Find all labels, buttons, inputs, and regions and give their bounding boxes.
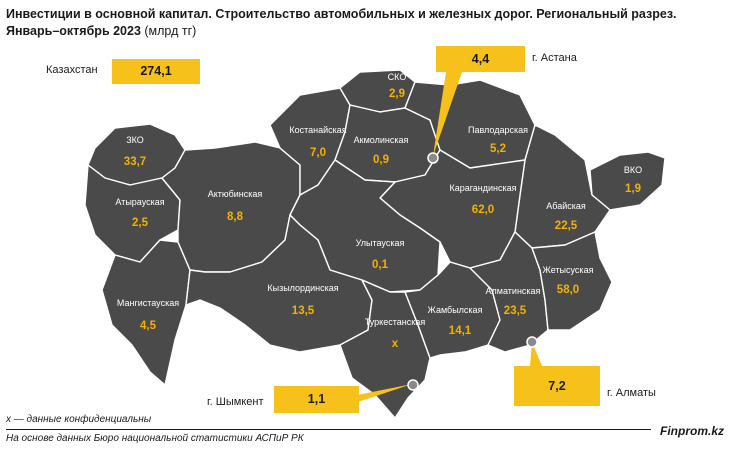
footer-divider — [6, 429, 651, 430]
label-name-kostanay: Костанайская — [289, 125, 346, 135]
label-value-zhetysu: 58,0 — [557, 284, 579, 296]
label-value-mangystau: 4,5 — [140, 320, 157, 332]
label-value-aktobe: 8,8 — [227, 211, 244, 223]
almaty-value-box: 7,2 — [514, 366, 600, 406]
label-value-sko: 2,9 — [389, 88, 405, 100]
astana-marker[interactable] — [427, 152, 439, 164]
title-main: Инвестиции в основной капитал. Строитель… — [6, 7, 677, 38]
almaty-marker[interactable] — [526, 336, 538, 348]
total-label: Казахстан — [46, 64, 98, 76]
almaty-pointer — [530, 342, 542, 366]
region-atyrau[interactable] — [84, 164, 181, 263]
label-name-ulytau: Улытауская — [356, 238, 405, 248]
label-name-aktobe: Актюбинская — [208, 189, 263, 199]
label-name-kyzylorda: Кызылординская — [267, 283, 338, 293]
shymkent-pointer — [352, 384, 412, 404]
title-unit: (млрд тг) — [140, 24, 197, 38]
region-vko[interactable] — [589, 151, 666, 211]
shymkent-marker[interactable] — [407, 379, 419, 391]
label-name-karaganda: Карагандинская — [449, 183, 516, 193]
label-name-turkestan: Туркестанская — [365, 317, 426, 327]
label-value-karaganda: 62,0 — [472, 204, 494, 216]
label-value-vko: 1,9 — [625, 183, 641, 195]
confidential-footnote: x — данные конфиденциальны — [6, 414, 152, 425]
label-value-kyzylorda: 13,5 — [292, 305, 315, 317]
label-name-zhambyl: Жамбылская — [428, 305, 483, 315]
label-value-abai: 22,5 — [555, 220, 578, 232]
label-value-akmola: 0,9 — [373, 154, 389, 166]
label-value-zhambyl: 14,1 — [449, 325, 472, 337]
label-name-zhetysu: Жетысуская — [543, 265, 594, 275]
astana-label: г. Астана — [532, 52, 577, 64]
region-mangystau[interactable] — [101, 239, 191, 386]
label-value-turkestan: x — [392, 338, 399, 350]
label-value-atyrau: 2,5 — [132, 217, 149, 229]
label-value-pavlodar: 5,2 — [490, 143, 506, 155]
source-note: На основе данных Бюро национальной стати… — [6, 433, 304, 444]
label-value-ulytau: 0,1 — [372, 259, 389, 271]
astana-value-box: 4,4 — [436, 46, 525, 72]
label-name-almaty-oblast: Алматинская — [486, 286, 541, 296]
label-name-mangystau: Мангистауская — [117, 298, 179, 308]
region-zhetysu[interactable] — [531, 231, 613, 331]
label-value-almaty-oblast: 23,5 — [504, 305, 527, 317]
label-name-atyrau: Атырауская — [115, 197, 164, 207]
brand-logo: Finprom.kz — [660, 424, 725, 438]
label-name-pavlodar: Павлодарская — [468, 125, 528, 135]
shymkent-label: г. Шымкент — [207, 396, 264, 408]
shymkent-value-box: 1,1 — [274, 386, 359, 413]
label-name-sko: СКО — [388, 72, 407, 82]
label-value-kostanay: 7,0 — [310, 147, 326, 159]
label-name-akmola: Акмолинская — [354, 135, 409, 145]
almaty-label: г. Алматы — [607, 387, 656, 399]
label-name-vko: ВКО — [624, 165, 642, 175]
label-name-abai: Абайская — [546, 201, 586, 211]
label-value-zko: 33,7 — [124, 156, 146, 168]
map-title: Инвестиции в основной капитал. Строитель… — [6, 6, 721, 40]
label-name-zko: ЗКО — [126, 135, 144, 145]
total-value-box: 274,1 — [112, 59, 200, 84]
astana-pointer — [433, 72, 462, 156]
